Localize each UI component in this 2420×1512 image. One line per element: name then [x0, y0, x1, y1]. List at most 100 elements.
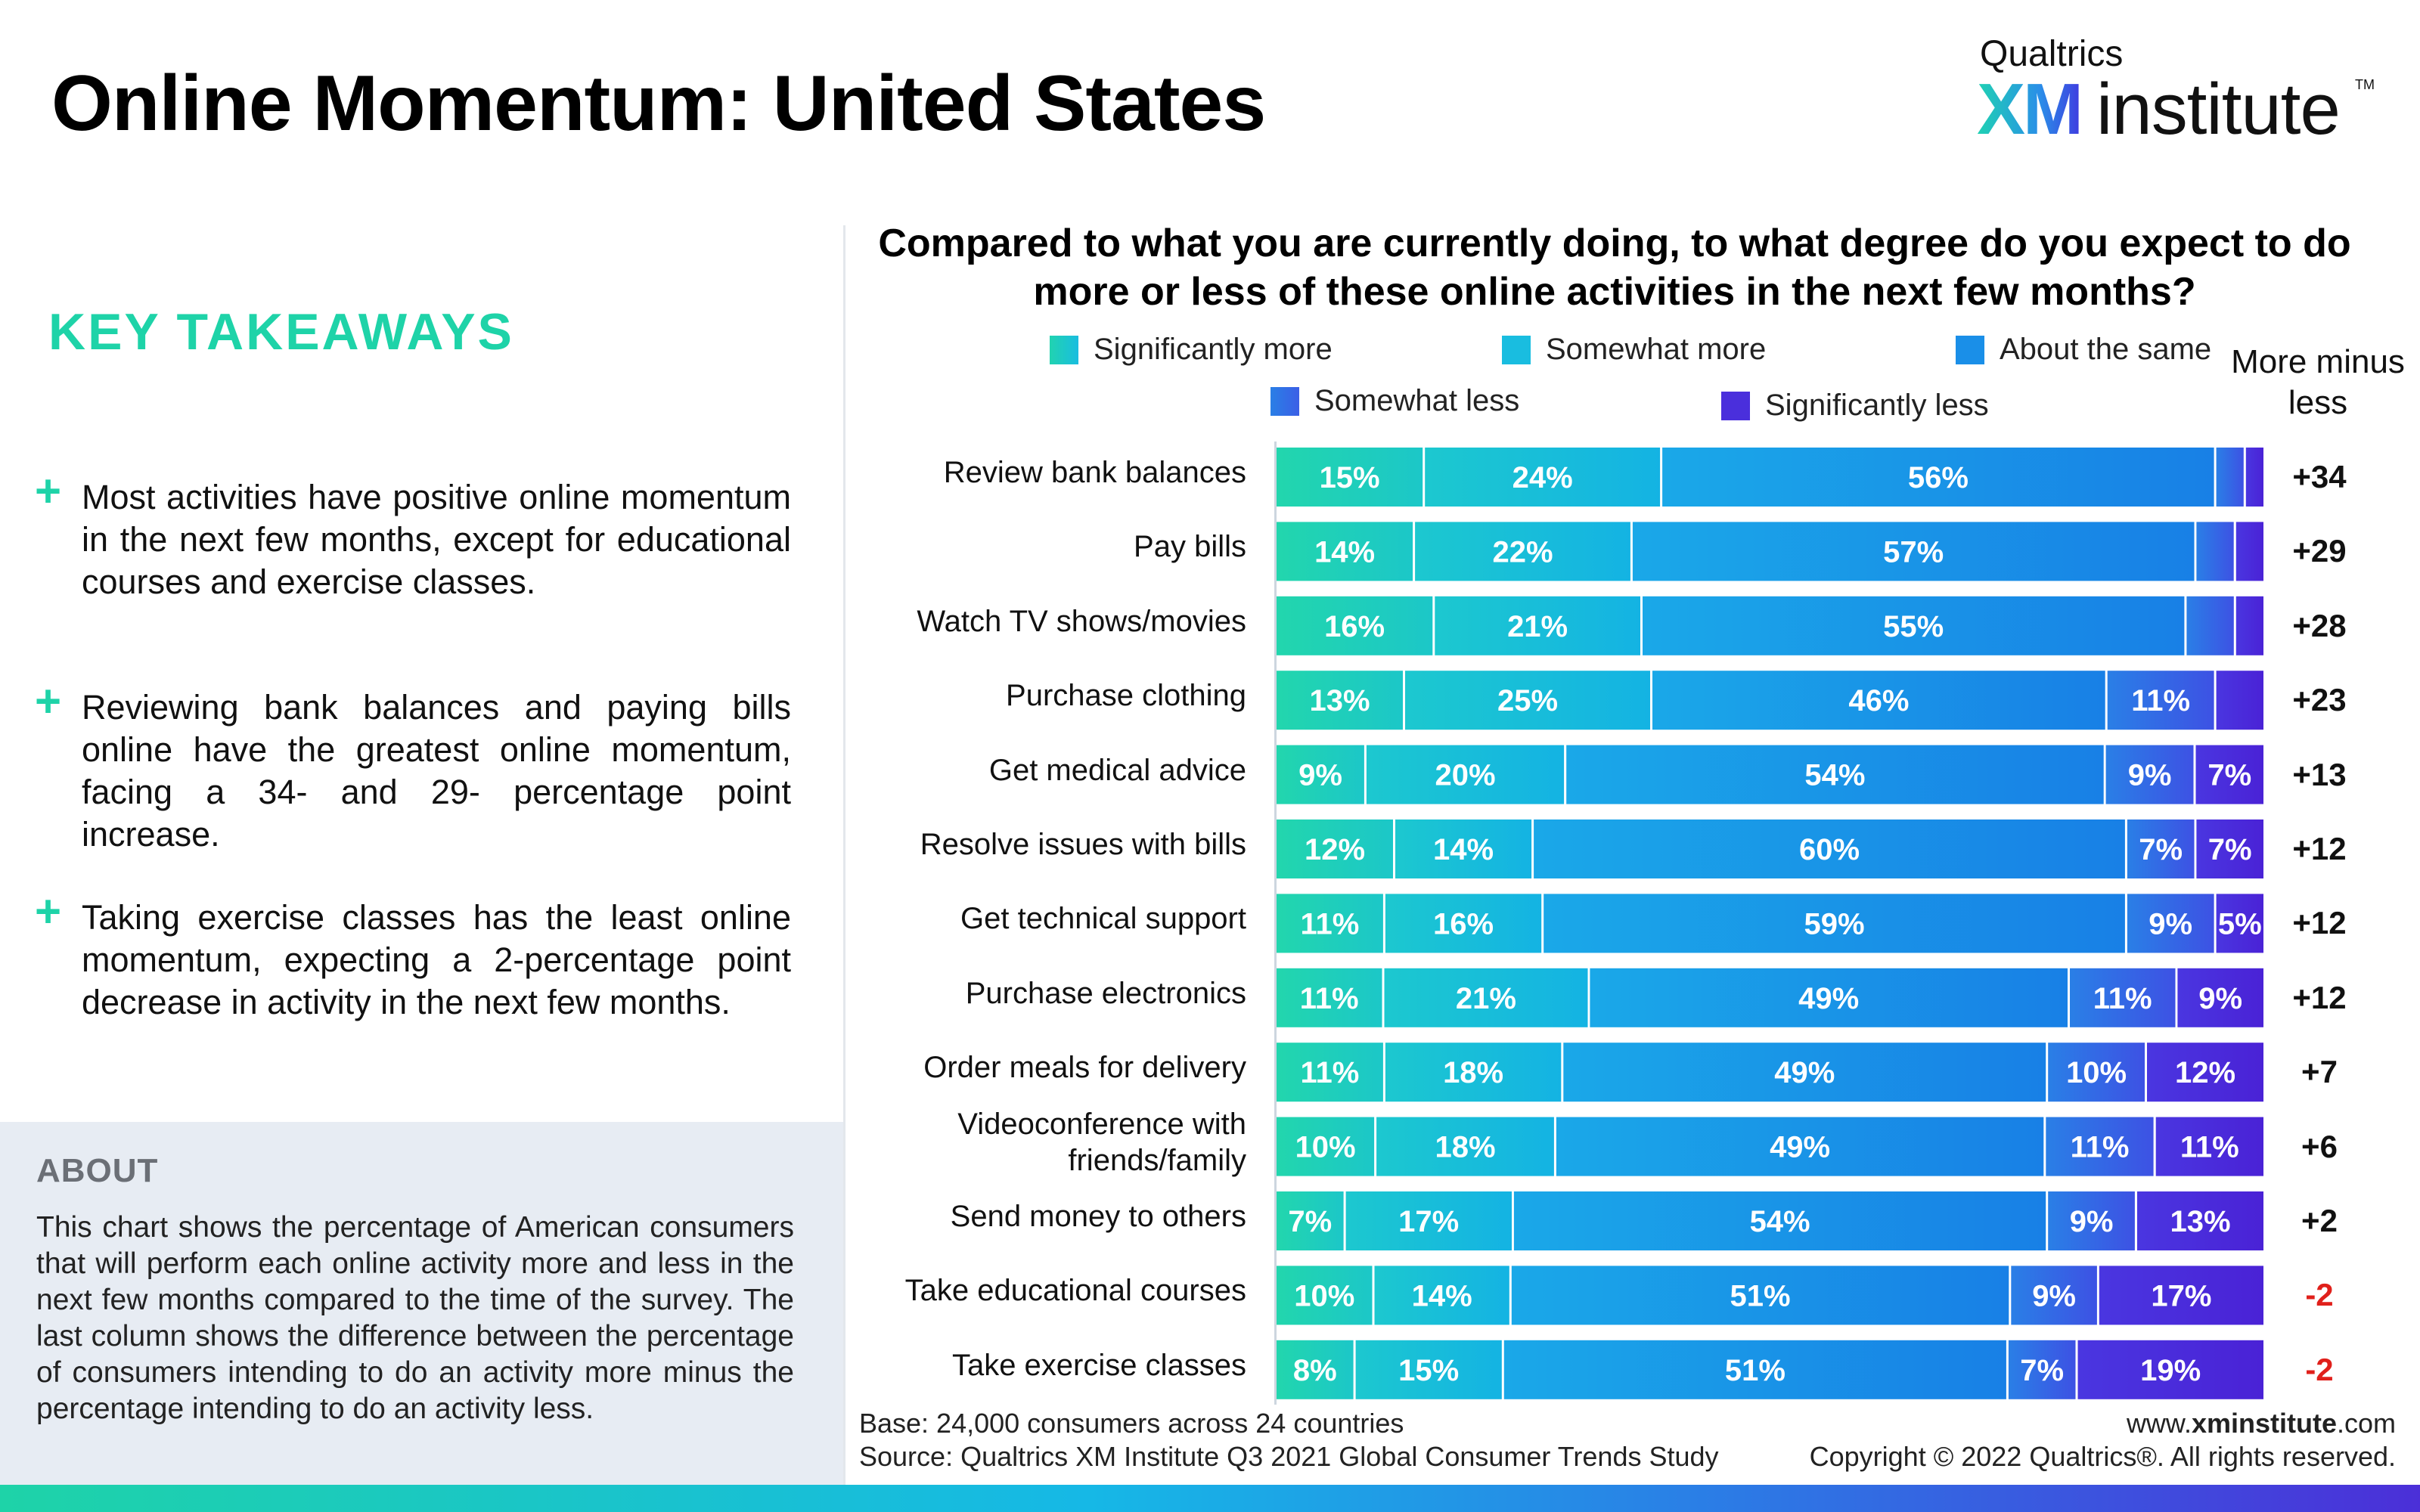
- bar-segment-significantly-more: [1277, 671, 1403, 730]
- data-label: 7%: [2207, 759, 2251, 792]
- data-label: 7%: [2139, 833, 2183, 866]
- data-label: 9%: [2198, 982, 2242, 1015]
- category-label-line: Order meals for delivery: [923, 1051, 1246, 1085]
- data-label: 10%: [2066, 1056, 2127, 1089]
- bar-segment-about-the-same: [1511, 1266, 2009, 1325]
- bar-segment-somewhat-more: [1366, 745, 1565, 804]
- data-label: 10%: [1295, 1131, 1356, 1164]
- data-label: 14%: [1433, 833, 1494, 866]
- bar-segment-about-the-same: [1632, 522, 2195, 581]
- footer-url[interactable]: www.xminstitute.com: [2127, 1408, 2396, 1439]
- more-minus-less-value: +28: [2292, 607, 2347, 643]
- data-label: 25%: [1497, 684, 1558, 717]
- bar-segment-about-the-same: [1556, 1117, 2044, 1176]
- more-minus-less-value: +2: [2301, 1203, 2338, 1238]
- category-label: Review bank balances: [944, 454, 1246, 491]
- category-label: Videoconference with friends/family: [957, 1106, 1246, 1179]
- takeaway-item: + Taking exercise classes has the least …: [35, 889, 791, 1024]
- xm-institute-logo: Qualtrics XM institute TM: [1977, 29, 2375, 150]
- data-label: 16%: [1324, 610, 1385, 643]
- data-label: 16%: [1433, 907, 1494, 940]
- legend-significantly-more: Significantly more: [1050, 333, 1333, 367]
- bar-segment-about-the-same: [1503, 1340, 2006, 1399]
- bar-segment-somewhat-more: [1355, 1340, 1502, 1399]
- legend-about-same: About the same: [1956, 333, 2211, 367]
- bar-segment-significantly-less: [2235, 596, 2263, 655]
- bar-segment-about-the-same: [1643, 596, 2185, 655]
- data-label: 15%: [1320, 461, 1380, 494]
- legend-label: Somewhat less: [1314, 384, 1520, 417]
- legend-label: Significantly more: [1094, 333, 1333, 366]
- data-label: 13%: [2170, 1205, 2230, 1238]
- data-label: 60%: [1799, 833, 1860, 866]
- about-text: This chart shows the percentage of Ameri…: [36, 1211, 794, 1425]
- bar-segment-about-the-same: [1513, 1191, 2046, 1250]
- category-label-line: Purchase clothing: [1006, 679, 1246, 713]
- bar-segment-significantly-less: [2196, 820, 2263, 878]
- bar-segment-significantly-more: [1277, 894, 1383, 953]
- category-label: Take exercise classes: [952, 1347, 1246, 1383]
- data-label: 7%: [2020, 1354, 2064, 1387]
- more-minus-less-value: +12: [2292, 831, 2347, 866]
- footer-base: Base: 24,000 consumers across 24 countri…: [859, 1408, 1404, 1439]
- category-label: Get technical support: [960, 900, 1246, 937]
- plus-icon: +: [35, 676, 62, 727]
- data-label: 59%: [1804, 907, 1864, 940]
- category-label: Watch TV shows/movies: [917, 603, 1246, 640]
- category-label-line: Get medical advice: [988, 753, 1246, 787]
- bar-segment-significantly-less: [2137, 1191, 2263, 1250]
- data-label: 15%: [1398, 1354, 1459, 1387]
- bar-segment-somewhat-more: [1384, 968, 1588, 1027]
- category-label-line: Purchase electronics: [965, 976, 1246, 1010]
- category-label: Send money to others: [951, 1198, 1246, 1235]
- category-label-line: Pay bills: [1134, 530, 1246, 564]
- data-label: 9%: [1298, 759, 1342, 792]
- bar-segment-somewhat-more: [1376, 1117, 1554, 1176]
- category-label: Pay bills: [1134, 528, 1246, 565]
- data-label: 17%: [1398, 1205, 1459, 1238]
- logo-xm-text: XM: [1977, 69, 2083, 150]
- category-label-line: Take educational courses: [904, 1274, 1246, 1308]
- bar-segment-somewhat-less: [2216, 448, 2244, 507]
- bar-segment-significantly-less: [2216, 894, 2263, 953]
- bar-segment-somewhat-less: [2196, 522, 2234, 581]
- takeaway-text: Taking exercise classes has the least on…: [82, 898, 791, 1021]
- data-label: 56%: [1908, 461, 1969, 494]
- data-label: 49%: [1798, 982, 1859, 1015]
- category-label: Get medical advice: [989, 752, 1246, 789]
- bar-segment-about-the-same: [1534, 820, 2125, 878]
- panel-divider: [843, 225, 845, 1495]
- data-label: 51%: [1725, 1354, 1786, 1387]
- bar-segment-significantly-more: [1277, 745, 1364, 804]
- axis-line: [1274, 442, 1277, 1405]
- data-label: 49%: [1774, 1056, 1835, 1089]
- bar-segment-somewhat-more: [1385, 894, 1542, 953]
- legend-somewhat-more: Somewhat more: [1502, 333, 1766, 367]
- data-label: 18%: [1443, 1056, 1503, 1089]
- data-label: 13%: [1309, 684, 1370, 717]
- bar-segment-significantly-more: [1277, 1266, 1373, 1325]
- legend-swatch: [1502, 335, 1531, 364]
- data-label: 11%: [1300, 982, 1359, 1015]
- footer-url-suffix: .com: [2336, 1408, 2396, 1439]
- plus-icon: +: [35, 886, 62, 937]
- data-label: 12%: [1305, 833, 1365, 866]
- legend-significantly-less: Significantly less: [1721, 389, 1989, 423]
- bar-segment-significantly-more: [1277, 448, 1423, 507]
- more-minus-less-value: +6: [2301, 1128, 2338, 1164]
- more-minus-less-value: +29: [2292, 533, 2347, 569]
- data-label: 20%: [1435, 759, 1495, 792]
- chart-title: Compared to what you are currently doing…: [878, 222, 2351, 314]
- footer-copyright: Copyright © 2022 Qualtrics®. All rights …: [1809, 1441, 2396, 1472]
- bar-segment-somewhat-more: [1385, 1043, 1562, 1102]
- bar-segment-significantly-more: [1277, 1340, 1354, 1399]
- bar-segment-significantly-more: [1277, 1191, 1344, 1250]
- category-label: Take educational courses: [905, 1272, 1246, 1309]
- data-label: 54%: [1750, 1205, 1810, 1238]
- plus-icon: +: [35, 466, 62, 516]
- data-label: 11%: [2093, 982, 2152, 1015]
- data-label: 11%: [2180, 1131, 2239, 1164]
- bar-segment-significantly-less: [2099, 1266, 2263, 1325]
- more-minus-less-value: -2: [2305, 1351, 2334, 1387]
